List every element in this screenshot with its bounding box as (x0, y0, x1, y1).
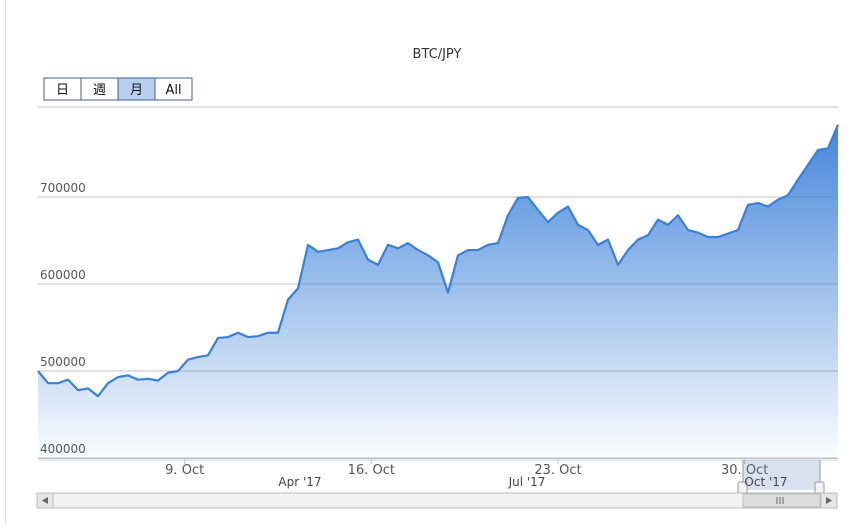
scrollbar (36, 492, 838, 509)
range-button-box (154, 77, 193, 101)
x-tick-label: 23. Oct (534, 463, 581, 478)
line (37, 124, 840, 398)
chart-title: BTC/JPY (413, 47, 462, 62)
scrollbar-thumb[interactable] (742, 493, 821, 508)
navigator-mask (743, 460, 820, 490)
thumb-grip (776, 497, 784, 504)
x-tick-label: 9. Oct (165, 463, 204, 478)
y-tick-label: 500000 (40, 355, 86, 369)
arrow-right (826, 497, 832, 504)
y-tick-label: 700000 (40, 181, 86, 195)
y-tick-label: 600000 (40, 268, 86, 282)
range-button[interactable]: All (154, 77, 193, 101)
range-button[interactable]: 月 (117, 77, 156, 101)
range-button-label: 週 (93, 83, 106, 98)
navigator-label: Oct '17 (744, 475, 787, 489)
range-button-label: All (165, 83, 181, 98)
navigator-label: Apr '17 (278, 475, 321, 489)
area (38, 124, 838, 458)
arrow-left (42, 497, 48, 504)
range-selector: 日 週 月 All (43, 77, 193, 101)
navigator-label: Jul '17 (508, 475, 546, 489)
scrollbar-track[interactable] (36, 492, 838, 509)
navigator (38, 459, 838, 499)
range-button[interactable]: 日 (43, 77, 82, 101)
range-button-label: 月 (130, 83, 143, 98)
x-tick-label: 30. Oct (721, 463, 768, 478)
range-button-label: 日 (56, 83, 69, 98)
x-tick-label: 16. Oct (348, 463, 395, 478)
range-button[interactable]: 週 (80, 77, 119, 101)
